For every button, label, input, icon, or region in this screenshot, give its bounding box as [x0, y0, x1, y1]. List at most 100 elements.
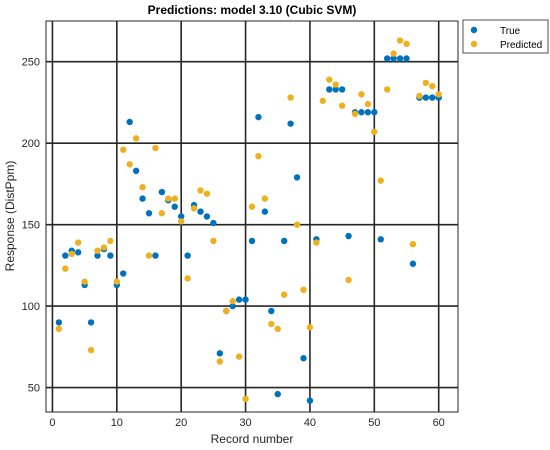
data-point-predicted: [274, 325, 281, 333]
legend-box: [462, 19, 549, 54]
chart-title: Predictions: model 3.10 (Cubic SVM): [148, 3, 357, 17]
data-point-predicted: [152, 144, 159, 152]
legend-marker-predicted: [470, 40, 478, 48]
data-point-predicted: [422, 79, 430, 87]
data-point-predicted: [287, 94, 294, 101]
data-point-true: [120, 270, 127, 277]
data-point-true: [62, 252, 69, 259]
data-point-true: [94, 252, 101, 259]
data-point-true: [139, 195, 146, 202]
data-point-predicted: [126, 161, 133, 168]
data-point-predicted: [364, 100, 372, 108]
plot-area: [46, 21, 458, 412]
legend-label-predicted: Predicted: [500, 40, 542, 51]
data-point-predicted: [248, 203, 256, 210]
data-point-predicted: [409, 240, 417, 248]
data-point-true: [293, 174, 301, 181]
data-point-predicted: [190, 205, 198, 212]
x-tick-label: 30: [239, 417, 251, 429]
data-point-true: [403, 55, 410, 62]
data-point-true: [390, 55, 397, 62]
data-point-predicted: [177, 218, 185, 225]
data-point-true: [242, 296, 249, 303]
data-point-true: [126, 118, 133, 126]
data-point-predicted: [94, 247, 101, 254]
data-point-predicted: [280, 291, 288, 298]
data-point-true: [210, 219, 217, 227]
y-tick-label: 200: [22, 138, 40, 150]
data-point-predicted: [326, 76, 333, 83]
data-point-true: [332, 86, 339, 93]
data-point-predicted: [62, 265, 69, 272]
x-tick-label: 60: [433, 417, 445, 429]
y-tick-label: 100: [22, 301, 40, 313]
data-point-predicted: [145, 252, 153, 259]
data-point-true: [261, 208, 269, 215]
data-point-predicted: [358, 91, 365, 98]
data-point-predicted: [377, 177, 384, 184]
data-point-predicted: [268, 320, 275, 328]
data-point-predicted: [216, 358, 224, 365]
legend-label-true: True: [500, 26, 521, 37]
x-tick-label: 10: [111, 417, 123, 429]
data-point-predicted: [107, 237, 114, 245]
data-point-true: [326, 86, 333, 93]
data-point-predicted: [87, 346, 95, 354]
data-points: [55, 37, 442, 404]
data-point-true: [364, 109, 372, 116]
data-point-predicted: [242, 395, 249, 403]
data-point-true: [229, 302, 236, 310]
data-point-true: [377, 236, 384, 243]
data-point-true: [216, 350, 224, 357]
data-point-true: [248, 237, 256, 245]
y-axis-label: Response (DistPpm): [3, 161, 17, 272]
data-point-true: [145, 210, 153, 217]
data-point-predicted: [100, 244, 108, 251]
data-point-true: [422, 94, 430, 101]
y-tick-label: 50: [28, 383, 40, 395]
data-point-predicted: [293, 221, 301, 228]
data-point-true: [409, 260, 417, 267]
data-point-true: [383, 55, 391, 62]
data-point-true: [55, 319, 63, 326]
x-axis-label: Record number: [211, 432, 294, 446]
data-point-true: [158, 188, 166, 196]
data-point-true: [255, 113, 262, 121]
x-tick-label: 0: [49, 417, 55, 429]
data-point-predicted: [255, 153, 262, 160]
data-point-predicted: [261, 195, 269, 202]
data-point-predicted: [332, 81, 339, 88]
data-point-predicted: [184, 275, 191, 282]
x-tick-label: 40: [304, 417, 316, 429]
data-point-true: [87, 319, 95, 326]
data-point-predicted: [319, 97, 327, 105]
data-point-predicted: [113, 278, 121, 285]
data-point-true: [152, 252, 159, 259]
data-point-predicted: [345, 276, 352, 284]
data-point-predicted: [139, 183, 146, 191]
data-point-predicted: [313, 239, 320, 246]
x-tick-label: 50: [368, 417, 380, 429]
data-point-predicted: [203, 190, 211, 197]
data-point-predicted: [396, 37, 404, 44]
data-point-true: [184, 252, 191, 259]
data-point-predicted: [68, 250, 75, 258]
y-axis-ticks: 50 100 150 200 250: [22, 57, 50, 395]
data-point-predicted: [435, 91, 442, 98]
data-point-predicted: [132, 135, 140, 142]
data-point-true: [268, 307, 275, 315]
data-point-true: [358, 109, 365, 116]
data-point-true: [203, 213, 211, 220]
data-point-predicted: [235, 353, 243, 360]
y-tick-label: 250: [22, 57, 40, 69]
data-point-true: [74, 249, 82, 256]
data-point-predicted: [390, 50, 397, 57]
data-point-true: [274, 390, 281, 398]
data-point-true: [396, 55, 404, 62]
data-point-predicted: [338, 102, 346, 109]
data-point-predicted: [210, 237, 217, 245]
data-point-predicted: [165, 195, 172, 202]
data-point-true: [171, 203, 178, 210]
data-point-predicted: [416, 92, 423, 100]
